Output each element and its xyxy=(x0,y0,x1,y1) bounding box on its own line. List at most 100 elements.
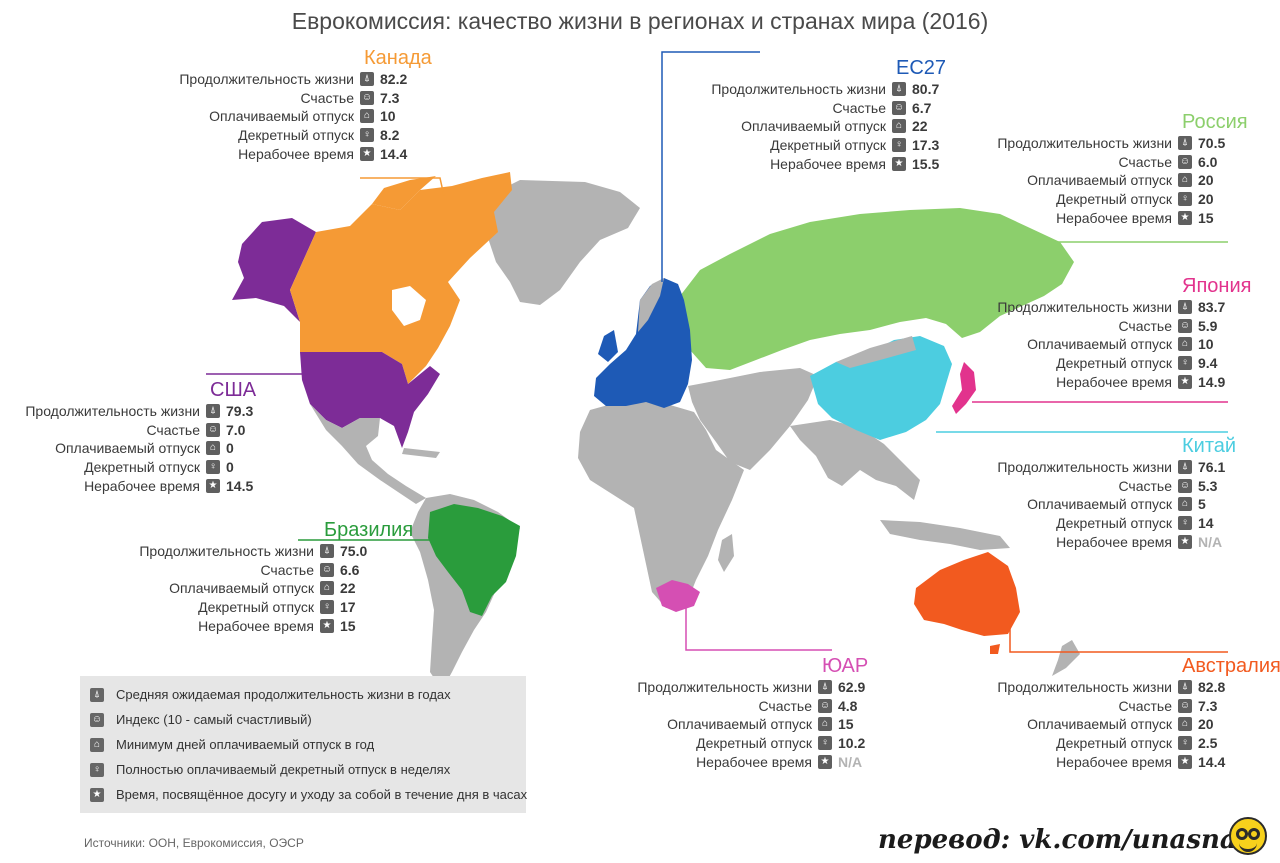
person-icon: ⍋ xyxy=(90,687,104,702)
stat-label: Нерабочее время xyxy=(1056,209,1172,226)
canada-callout-line xyxy=(360,177,445,197)
stat-row: Продолжительность жизни ⍋ 75.0 xyxy=(106,542,413,561)
stat-row: Нерабочее время ★ 14.4 xyxy=(146,144,432,163)
stat-label: Оплачиваемый отпуск xyxy=(1027,172,1172,189)
stat-value: 80.7 xyxy=(912,81,940,98)
stat-value: 8.2 xyxy=(380,127,400,144)
maternity-icon: ♀ xyxy=(360,128,374,143)
stat-value: 10 xyxy=(1198,336,1214,353)
stat-value: 5 xyxy=(1198,496,1206,513)
maternity-icon: ♀ xyxy=(1178,356,1192,371)
region-block-japan: Япония Продолжительность жизни ⍋ 83.7 Счасть… xyxy=(964,274,1251,391)
stat-value: 6.7 xyxy=(912,99,932,116)
mongolia-shape xyxy=(836,336,916,368)
maternity-icon: ♀ xyxy=(206,460,220,475)
usa-shape xyxy=(300,352,440,448)
stat-value: 7.3 xyxy=(380,89,400,106)
stat-label: Счастье xyxy=(1118,317,1172,334)
stat-label: Нерабочее время xyxy=(1056,533,1172,550)
stat-label: Продолжительность жизни xyxy=(997,459,1172,476)
leisure-icon: ★ xyxy=(1178,754,1192,769)
stat-row: Нерабочее время ★ 14.4 xyxy=(964,752,1280,771)
stat-row: Продолжительность жизни ⍋ 82.8 xyxy=(964,678,1280,697)
person-icon: ⍋ xyxy=(360,72,374,87)
region-block-south-africa: ЮАР Продолжительность жизни ⍋ 62.9 Счастье ☺ 4… xyxy=(604,654,868,771)
legend-row-life: ⍋ Средняя ожидаемая продолжительность жиз… xyxy=(80,682,526,707)
region-name-south_africa: ЮАР xyxy=(822,655,869,677)
canada-shape xyxy=(290,172,512,384)
stat-label: Декретный отпуск xyxy=(1056,355,1172,372)
person-icon: ⍋ xyxy=(1178,680,1192,695)
leisure-icon: ★ xyxy=(90,787,104,802)
stat-value: 14.5 xyxy=(226,477,254,494)
stat-value: 14.9 xyxy=(1198,373,1226,390)
stat-value: 76.1 xyxy=(1198,459,1226,476)
vacation-icon: ⌂ xyxy=(90,737,104,752)
stat-row: Продолжительность жизни ⍋ 82.2 xyxy=(146,70,432,89)
stat-value: 14.4 xyxy=(380,145,408,162)
stat-row: Декретный отпуск ♀ 17.3 xyxy=(678,136,946,155)
stat-label: Счастье xyxy=(832,99,886,116)
stat-value: 15 xyxy=(340,617,356,634)
region-name-brazil: Бразилия xyxy=(324,519,414,541)
stat-row: Оплачиваемый отпуск ⌂ 5 xyxy=(964,495,1236,514)
leisure-icon: ★ xyxy=(892,156,906,171)
region-block-australia: Австралия Продолжительность жизни ⍋ 82.8 Сча… xyxy=(964,654,1280,771)
africa-shape xyxy=(578,400,744,608)
stat-row: Продолжительность жизни ⍋ 76.1 xyxy=(964,458,1236,477)
stat-row: Продолжительность жизни ⍋ 80.7 xyxy=(678,80,946,99)
vacation-icon: ⌂ xyxy=(1178,497,1192,512)
stat-label: Нерабочее время xyxy=(1056,373,1172,390)
brazil-shape xyxy=(428,504,520,616)
stat-row: Нерабочее время ★ N/A xyxy=(604,752,868,771)
maternity-icon: ♀ xyxy=(1178,516,1192,531)
uk-shape xyxy=(598,330,618,362)
stat-value: 14 xyxy=(1198,515,1214,532)
stat-label: Нерабочее время xyxy=(1056,753,1172,770)
stat-value: 17 xyxy=(340,599,356,616)
stat-value: 82.2 xyxy=(380,71,408,88)
stat-label: Продолжительность жизни xyxy=(25,403,200,420)
vacation-icon: ⌂ xyxy=(1178,173,1192,188)
stat-row: Декретный отпуск ♀ 2.5 xyxy=(964,734,1280,753)
smiley-icon: ☺ xyxy=(1178,698,1192,713)
stat-row: Счастье ☺ 6.0 xyxy=(964,153,1248,172)
stat-label: Декретный отпуск xyxy=(1056,515,1172,532)
stat-value: 79.3 xyxy=(226,403,254,420)
stat-row: Счастье ☺ 4.8 xyxy=(604,697,868,716)
stat-label: Декретный отпуск xyxy=(770,137,886,154)
alaska-shape xyxy=(232,218,316,322)
stat-label: Счастье xyxy=(1118,153,1172,170)
russia-shape xyxy=(680,208,1074,370)
stat-value: 6.6 xyxy=(340,561,360,578)
smiley-icon: ☺ xyxy=(320,562,334,577)
leisure-icon: ★ xyxy=(206,478,220,493)
maternity-icon: ♀ xyxy=(1178,736,1192,751)
stat-row: Счастье ☺ 6.6 xyxy=(106,561,413,580)
greenland-shape xyxy=(470,180,640,305)
south-asia-shape xyxy=(790,420,920,500)
stat-value: 2.5 xyxy=(1198,735,1218,752)
region-name-eu27: ЕС27 xyxy=(896,57,947,79)
stat-row: Оплачиваемый отпуск ⌂ 20 xyxy=(964,171,1248,190)
stat-value: 83.7 xyxy=(1198,299,1226,316)
stat-value: 5.9 xyxy=(1198,317,1218,334)
stat-row: Нерабочее время ★ 14.9 xyxy=(964,372,1251,391)
middle-east-shape xyxy=(688,368,818,470)
stat-value: 4.8 xyxy=(838,697,858,714)
stat-value: 15 xyxy=(1198,209,1214,226)
smiley-icon: ☺ xyxy=(1178,154,1192,169)
region-name-russia: Россия xyxy=(1182,111,1248,133)
stat-label: Счастье xyxy=(1118,697,1172,714)
stat-value: 22 xyxy=(912,118,928,135)
stat-row: Продолжительность жизни ⍋ 62.9 xyxy=(604,678,868,697)
stat-value: 7.0 xyxy=(226,421,246,438)
new-zealand-shape xyxy=(1052,640,1080,676)
stat-value: 20 xyxy=(1198,172,1214,189)
south-africa-callout-line xyxy=(685,606,832,651)
vacation-icon: ⌂ xyxy=(360,109,374,124)
stat-label: Продолжительность жизни xyxy=(637,679,812,696)
stat-value: 10.2 xyxy=(838,735,866,752)
stat-row: Оплачиваемый отпуск ⌂ 10 xyxy=(964,335,1251,354)
legend-row-vacation: ⌂ Минимум дней оплачиваемый отпуск в год xyxy=(80,732,526,757)
